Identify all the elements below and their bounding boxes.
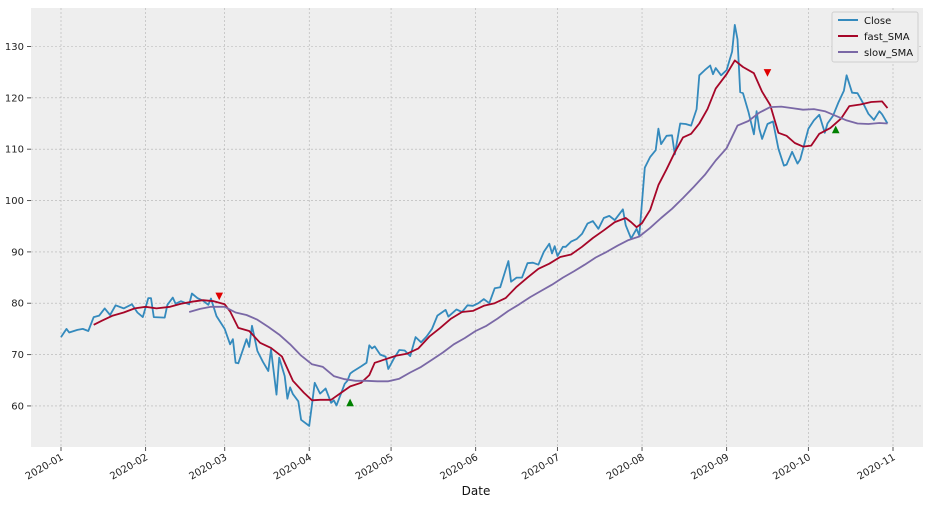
legend-label-close: Close <box>864 16 891 27</box>
x-tick-label: 2020-07 <box>520 452 562 482</box>
y-tick-label: 60 <box>11 401 24 412</box>
legend: Close fast_SMA slow_SMA <box>831 11 919 63</box>
sell-signal-marker: ▼ <box>764 68 772 79</box>
marker-layer: ▼ ▲ ▼ ▲ <box>215 68 839 408</box>
y-tick-label: 120 <box>5 93 24 104</box>
legend-label-slow-sma: slow_SMA <box>864 48 913 59</box>
series-line-slow-sma <box>188 105 888 383</box>
y-axis-ticks: 60 70 80 90 100 110 120 130 <box>5 42 31 412</box>
x-tick-label: 2020-10 <box>771 452 813 482</box>
series-line-close <box>60 23 889 427</box>
x-tick-label: 2020-05 <box>354 452 396 482</box>
x-tick-label: 2020-02 <box>108 452 150 482</box>
x-tick-label: 2020-03 <box>187 452 229 482</box>
buy-signal-marker: ▲ <box>346 397 354 408</box>
sell-signal-marker: ▼ <box>215 291 223 302</box>
x-axis-title: Date <box>462 484 491 498</box>
series-line-fast-sma <box>93 59 889 402</box>
x-tick-label: 2020-08 <box>605 452 647 482</box>
y-tick-label: 100 <box>5 196 24 207</box>
x-tick-label: 2020-06 <box>438 452 480 482</box>
x-tick-label: 2020-04 <box>272 452 314 482</box>
grid <box>31 8 923 447</box>
legend-box <box>831 11 919 63</box>
y-tick-label: 80 <box>11 299 24 310</box>
y-tick-label: 90 <box>11 247 24 258</box>
series-layer <box>60 23 889 427</box>
y-tick-label: 130 <box>5 42 24 53</box>
x-tick-label: 2020-09 <box>689 452 731 482</box>
x-tick-label: 2020-01 <box>24 452 66 482</box>
buy-signal-marker: ▲ <box>832 124 840 135</box>
x-axis-ticks: 2020-01 2020-02 2020-03 2020-04 2020-05 2020-… <box>24 447 898 482</box>
y-tick-label: 70 <box>11 350 24 361</box>
y-tick-label: 110 <box>5 145 24 156</box>
x-tick-label: 2020-11 <box>856 452 898 482</box>
plot-background <box>31 8 923 447</box>
legend-label-fast-sma: fast_SMA <box>864 32 910 43</box>
